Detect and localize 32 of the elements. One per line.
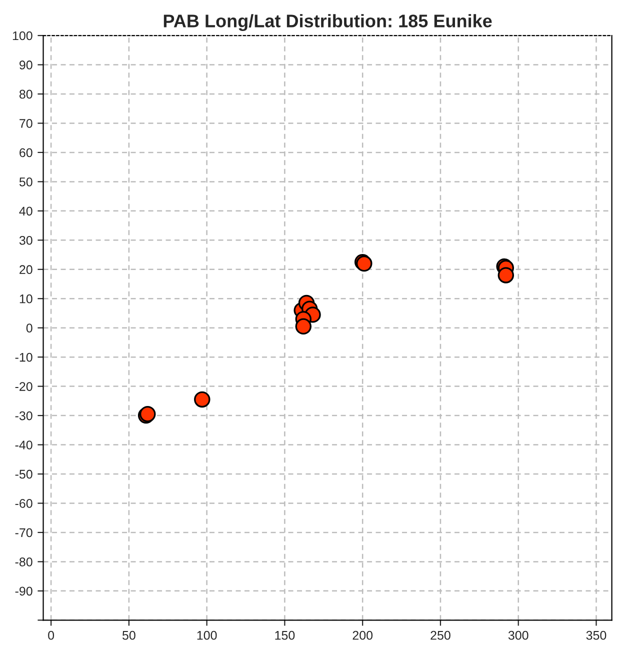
x-tick-label: 300 bbox=[508, 630, 528, 640]
y-tick-label: 20 bbox=[20, 265, 32, 274]
y-tick-label: -20 bbox=[15, 382, 32, 391]
y-tick-label: 70 bbox=[20, 119, 32, 128]
y-tick-label: -40 bbox=[15, 440, 32, 450]
y-tick-label: -50 bbox=[15, 470, 32, 479]
y-tick-label: 90 bbox=[20, 60, 32, 70]
y-tick-label: -90 bbox=[15, 586, 32, 596]
x-tick-label: 50 bbox=[122, 630, 136, 640]
y-tick-label: -70 bbox=[15, 528, 32, 538]
chart-title: PAB Long/Lat Distribution: 185 Eunike bbox=[164, 14, 492, 32]
point bbox=[295, 318, 312, 334]
y-tick-label: 80 bbox=[19, 90, 32, 99]
y-tick-label: -80 bbox=[15, 558, 32, 566]
y-tick-label: -60 bbox=[15, 499, 32, 508]
y-tick-label: -10 bbox=[15, 352, 32, 362]
y-tick-label: 30 bbox=[19, 236, 32, 245]
y-tick-label: 100 bbox=[12, 31, 32, 40]
x-tick-label: 200 bbox=[352, 630, 373, 640]
y-tick-label: -30 bbox=[15, 411, 32, 420]
x-tick-label: 0 bbox=[48, 630, 54, 640]
y-tick-label: 10 bbox=[20, 294, 32, 304]
point bbox=[194, 391, 210, 408]
x-tick-label: 250 bbox=[430, 630, 450, 640]
x-tick-label: 150 bbox=[275, 630, 295, 640]
y-tick-label: 0 bbox=[26, 324, 32, 332]
y-tick-label: 50 bbox=[19, 177, 32, 186]
y-tick-label: 40 bbox=[19, 206, 32, 216]
point bbox=[498, 267, 514, 284]
y-tick-label: 60 bbox=[20, 148, 32, 158]
x-tick-label: 100 bbox=[197, 630, 217, 640]
x-tick-label: 350 bbox=[586, 630, 606, 640]
